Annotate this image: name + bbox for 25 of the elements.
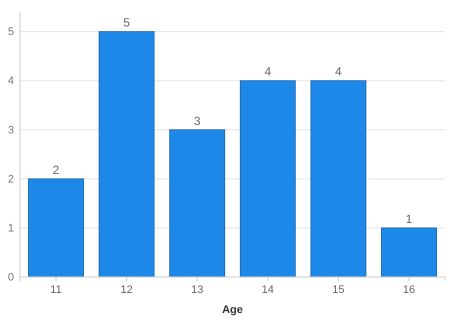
y-tick-label: 0	[8, 272, 14, 284]
bar	[240, 80, 296, 278]
x-tick-label: 12	[120, 284, 133, 296]
y-tick-label: 3	[8, 124, 14, 136]
x-axis-title: Age	[222, 304, 243, 316]
bar	[169, 129, 226, 278]
bar	[310, 80, 366, 278]
data-label: 4	[264, 64, 272, 79]
x-tick-label: 14	[262, 284, 274, 296]
bar	[28, 178, 84, 278]
data-label: 2	[52, 162, 60, 177]
y-tick-label: 2	[8, 173, 14, 186]
bar	[98, 31, 155, 278]
x-tick-label: 13	[191, 284, 204, 296]
y-tick-label: 1	[8, 222, 14, 234]
bar	[381, 228, 437, 278]
x-tick-label: 15	[332, 284, 345, 296]
y-tick-label: 5	[8, 26, 14, 38]
x-tick-label: 11	[50, 284, 62, 296]
x-tick-label: 16	[402, 284, 416, 296]
data-label: 1	[406, 212, 413, 226]
data-label: 5	[123, 16, 130, 30]
data-label: 4	[335, 64, 342, 79]
y-tick-label: 4	[8, 75, 14, 88]
data-label: 3	[194, 114, 201, 128]
